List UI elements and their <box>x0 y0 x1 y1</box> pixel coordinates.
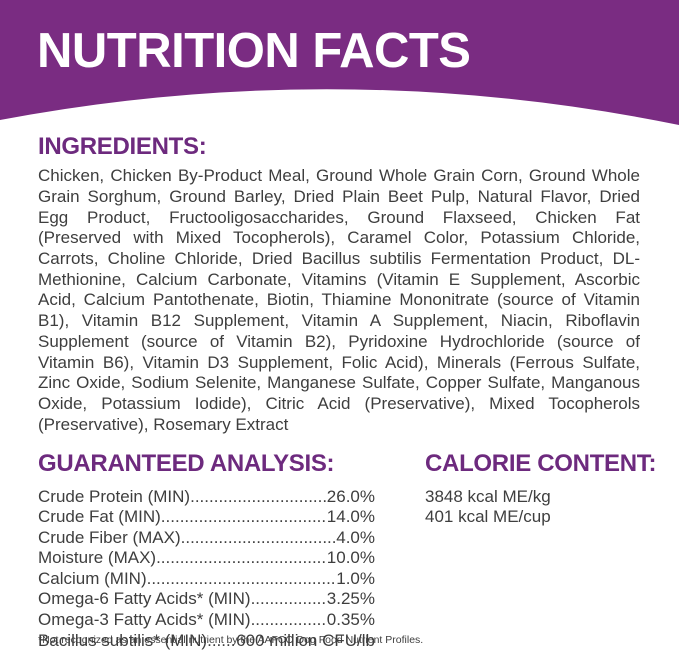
analysis-row: Omega-3 Fatty Acids* (MIN) 0.35% <box>38 610 375 631</box>
label-content: INGREDIENTS: Chicken, Chicken By-Product… <box>38 133 657 651</box>
analysis-row-value: 10.0% <box>326 548 375 568</box>
calorie-content-section: CALORIE CONTENT: 3848 kcal ME/kg 401 kca… <box>425 450 657 651</box>
analysis-row-value: 600 million CFU/lb <box>236 630 375 650</box>
analysis-row-label: Crude Fiber (MAX) <box>38 527 181 547</box>
analysis-row-leader <box>190 487 327 508</box>
analysis-row: Bacillus subtilis* (MIN) 600 million CFU… <box>38 631 375 651</box>
analysis-row-value: 4.0% <box>336 527 375 547</box>
analysis-row: Crude Fiber (MAX) 4.0% <box>38 528 375 549</box>
analysis-row-value: 26.0% <box>326 486 375 506</box>
ingredients-text: Chicken, Chicken By-Product Meal, Ground… <box>38 166 640 434</box>
header-banner: NUTRITION FACTS <box>0 0 679 125</box>
analysis-row: Omega-6 Fatty Acids* (MIN) 3.25% <box>38 589 375 610</box>
page-title: NUTRITION FACTS <box>37 24 471 78</box>
analysis-row: Crude Fat (MIN) 14.0% <box>38 507 375 528</box>
analysis-row-label: Omega-3 Fatty Acids* (MIN) <box>38 610 251 630</box>
analysis-rows: Crude Protein (MIN) 26.0% Crude Fat (MIN… <box>38 487 375 651</box>
analysis-row-label: Bacillus subtilis* (MIN) <box>38 630 208 650</box>
calorie-line-kg: 3848 kcal ME/kg <box>425 486 551 506</box>
analysis-calorie-columns: GUARANTEED ANALYSIS: Crude Protein (MIN)… <box>38 451 657 651</box>
banner-curve <box>0 0 679 125</box>
analysis-row-label: Crude Protein (MIN) <box>38 486 191 506</box>
analysis-row-leader <box>181 528 337 549</box>
guaranteed-analysis-section: GUARANTEED ANALYSIS: Crude Protein (MIN)… <box>38 451 375 651</box>
analysis-row-leader <box>156 548 327 569</box>
analysis-row: Moisture (MAX) 10.0% <box>38 548 375 569</box>
ingredients-heading: INGREDIENTS: <box>38 133 207 160</box>
analysis-row-value: 14.0% <box>326 507 375 527</box>
analysis-row-label: Calcium (MIN) <box>38 568 147 588</box>
analysis-row-value: 3.25% <box>326 589 375 609</box>
guaranteed-analysis-heading: GUARANTEED ANALYSIS: <box>38 450 335 478</box>
analysis-row-leader <box>161 507 327 528</box>
analysis-row: Calcium (MIN) 1.0% <box>38 569 375 590</box>
analysis-row-leader <box>147 569 337 590</box>
analysis-row-value: 1.0% <box>336 568 375 588</box>
calorie-line-cup: 401 kcal ME/cup <box>425 507 551 527</box>
analysis-row: Crude Protein (MIN) 26.0% <box>38 487 375 508</box>
analysis-row-value: 0.35% <box>326 610 375 630</box>
analysis-row-label: Crude Fat (MIN) <box>38 507 161 527</box>
calorie-lines: 3848 kcal ME/kg 401 kcal ME/cup <box>425 487 656 528</box>
analysis-row-label: Omega-6 Fatty Acids* (MIN) <box>38 589 251 609</box>
footnote: *Not recognized as an essential nutrient… <box>38 634 424 646</box>
calorie-content-heading: CALORIE CONTENT: <box>425 450 657 478</box>
analysis-row-leader <box>251 589 327 610</box>
analysis-row-label: Moisture (MAX) <box>38 548 157 568</box>
analysis-row-leader <box>251 610 327 631</box>
